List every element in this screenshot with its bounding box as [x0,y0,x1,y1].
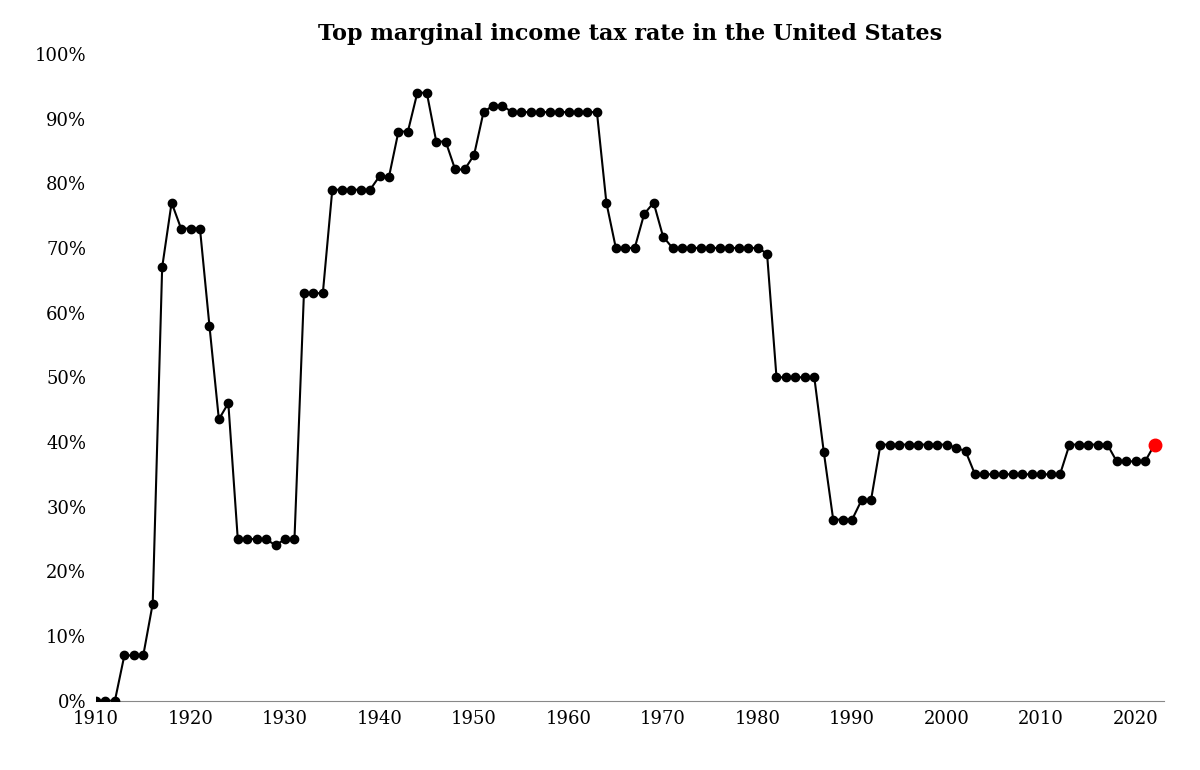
Title: Top marginal income tax rate in the United States: Top marginal income tax rate in the Unit… [318,23,942,45]
